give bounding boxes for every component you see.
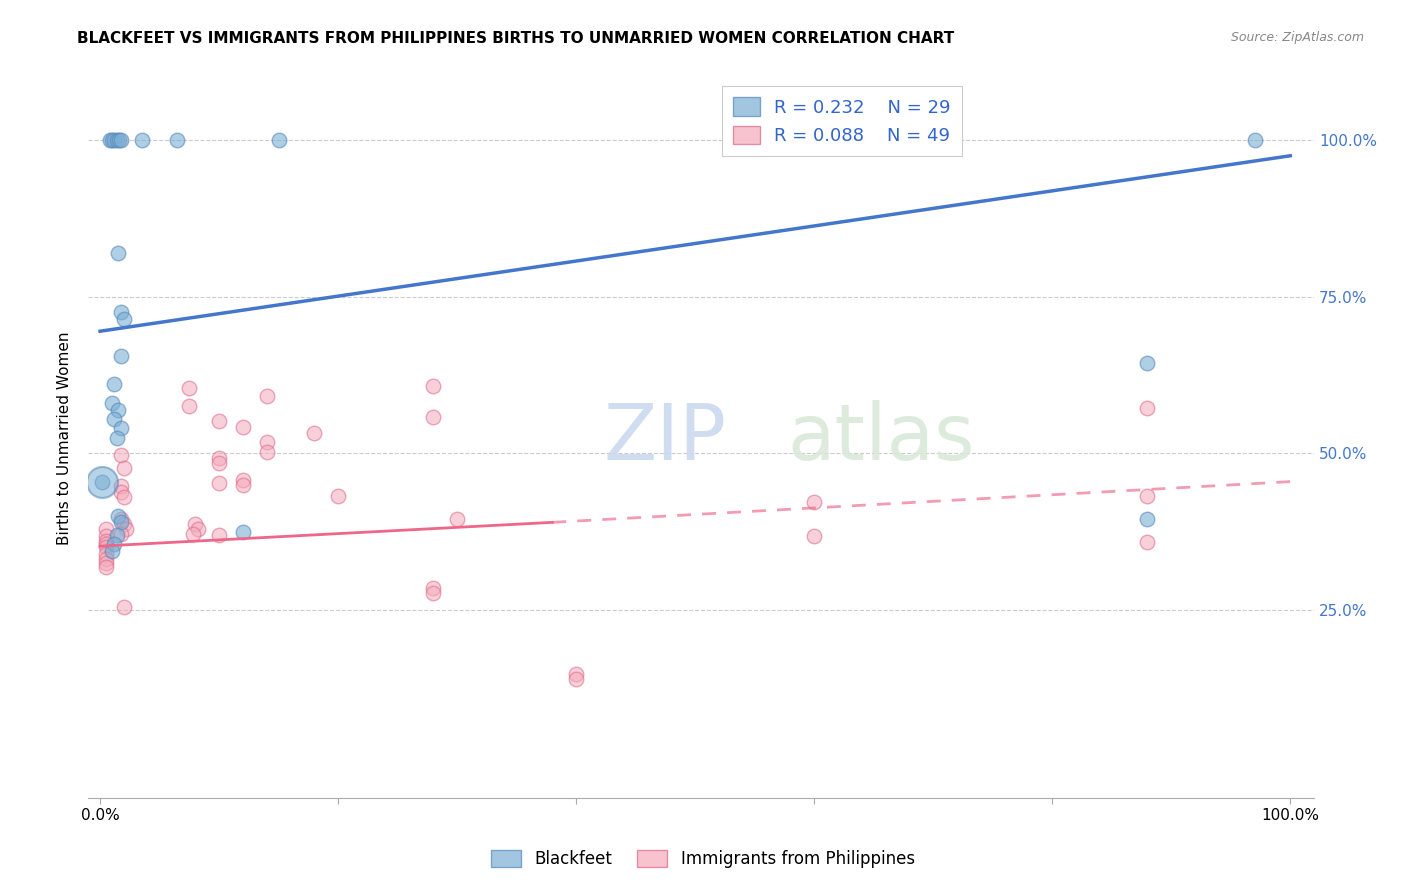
Text: ZIP: ZIP bbox=[603, 400, 725, 475]
Point bbox=[208, 451, 231, 466]
Point bbox=[94, 556, 117, 570]
Point bbox=[208, 456, 231, 470]
Legend: R = 0.232    N = 29, R = 0.088    N = 49: R = 0.232 N = 29, R = 0.088 N = 49 bbox=[723, 87, 962, 156]
Point bbox=[94, 529, 117, 543]
Point bbox=[108, 133, 131, 147]
Point bbox=[184, 516, 207, 531]
Point bbox=[110, 349, 132, 363]
Point bbox=[208, 476, 231, 491]
Point bbox=[187, 522, 209, 536]
Point bbox=[91, 475, 114, 489]
Point bbox=[115, 522, 138, 536]
Point bbox=[105, 133, 128, 147]
Point bbox=[232, 524, 254, 539]
Point bbox=[107, 402, 129, 417]
Point bbox=[208, 528, 231, 542]
Point bbox=[110, 133, 132, 147]
Point bbox=[131, 133, 153, 147]
Text: atlas: atlas bbox=[787, 400, 974, 475]
Legend: Blackfeet, Immigrants from Philippines: Blackfeet, Immigrants from Philippines bbox=[485, 843, 921, 875]
Point bbox=[1136, 512, 1159, 526]
Point bbox=[107, 509, 129, 524]
Point bbox=[94, 537, 117, 551]
Point bbox=[1136, 489, 1159, 503]
Point bbox=[110, 448, 132, 462]
Point bbox=[422, 581, 444, 595]
Point bbox=[326, 489, 349, 503]
Point bbox=[112, 490, 135, 504]
Point bbox=[256, 435, 278, 450]
Point bbox=[103, 412, 125, 426]
Point bbox=[103, 537, 125, 551]
Point bbox=[166, 133, 188, 147]
Point bbox=[110, 516, 132, 530]
Point bbox=[565, 667, 588, 681]
Point bbox=[112, 599, 135, 614]
Text: BLACKFEET VS IMMIGRANTS FROM PHILIPPINES BIRTHS TO UNMARRIED WOMEN CORRELATION C: BLACKFEET VS IMMIGRANTS FROM PHILIPPINES… bbox=[77, 31, 955, 46]
Point bbox=[110, 479, 132, 493]
Point bbox=[267, 133, 290, 147]
Point bbox=[304, 426, 326, 441]
Point bbox=[101, 543, 124, 558]
Point bbox=[256, 445, 278, 459]
Point bbox=[422, 410, 444, 425]
Point bbox=[94, 522, 117, 536]
Point bbox=[110, 305, 132, 319]
Point bbox=[208, 414, 231, 428]
Point bbox=[110, 421, 132, 435]
Point bbox=[110, 485, 132, 500]
Point bbox=[181, 526, 204, 541]
Point bbox=[110, 526, 132, 541]
Point bbox=[101, 133, 124, 147]
Point bbox=[105, 431, 128, 445]
Point bbox=[103, 377, 125, 392]
Point bbox=[112, 311, 135, 326]
Point bbox=[107, 246, 129, 260]
Point bbox=[1136, 401, 1159, 416]
Point bbox=[94, 551, 117, 566]
Point bbox=[94, 547, 117, 561]
Point bbox=[98, 133, 121, 147]
Point bbox=[232, 473, 254, 487]
Point bbox=[179, 400, 201, 414]
Point bbox=[105, 528, 128, 542]
Point bbox=[110, 512, 132, 526]
Y-axis label: Births to Unmarried Women: Births to Unmarried Women bbox=[58, 331, 72, 544]
Text: Source: ZipAtlas.com: Source: ZipAtlas.com bbox=[1230, 31, 1364, 45]
Point bbox=[94, 541, 117, 555]
Point bbox=[94, 534, 117, 549]
Point bbox=[1136, 355, 1159, 369]
Point bbox=[1243, 133, 1265, 147]
Point bbox=[112, 461, 135, 475]
Point bbox=[91, 475, 114, 489]
Point bbox=[1136, 535, 1159, 549]
Point bbox=[112, 516, 135, 531]
Point bbox=[422, 585, 444, 599]
Point bbox=[101, 396, 124, 410]
Point bbox=[446, 512, 468, 526]
Point bbox=[803, 529, 825, 543]
Point bbox=[256, 389, 278, 403]
Point bbox=[565, 672, 588, 686]
Point bbox=[803, 495, 825, 509]
Point bbox=[422, 378, 444, 392]
Point bbox=[232, 420, 254, 434]
Point bbox=[103, 133, 125, 147]
Point bbox=[179, 381, 201, 395]
Point bbox=[94, 560, 117, 574]
Point bbox=[232, 477, 254, 491]
